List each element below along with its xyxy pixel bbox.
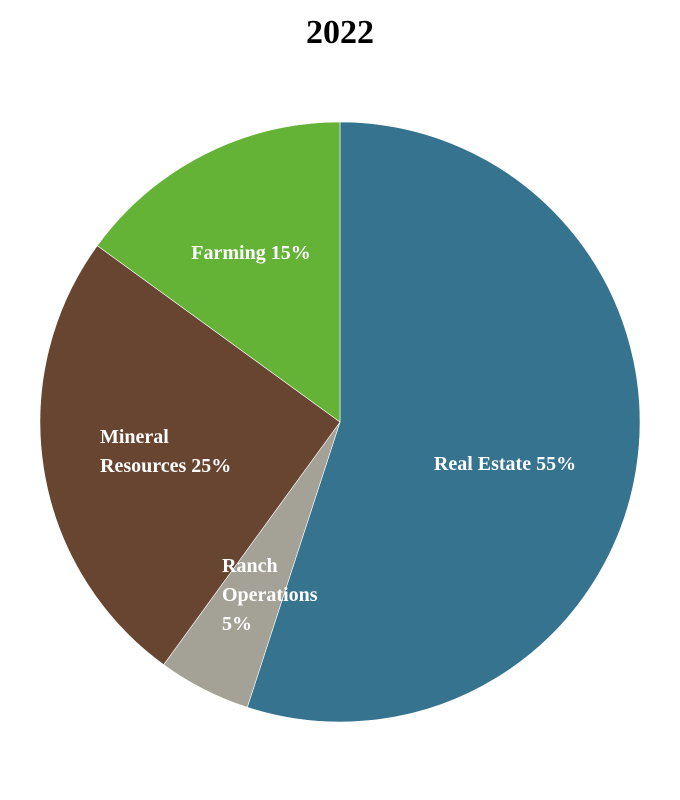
slice-farming	[96, 121, 341, 423]
chart-title: 2022	[306, 14, 374, 51]
slice-label-farming: Farming 15%	[191, 242, 310, 264]
slice-mineral-resources	[39, 245, 341, 666]
slice-label-real-estate: Real Estate 55%	[434, 453, 576, 475]
pie-labels: Real Estate 55% Ranch Operations 5% Mineral R…	[100, 242, 576, 635]
slice-label-mineral-resources: Mineral Resources 25%	[100, 426, 231, 477]
slice-label-ranch-operations: Ranch Operations 5%	[222, 555, 318, 635]
pie-slices	[39, 121, 641, 723]
slice-real-estate	[246, 121, 641, 723]
